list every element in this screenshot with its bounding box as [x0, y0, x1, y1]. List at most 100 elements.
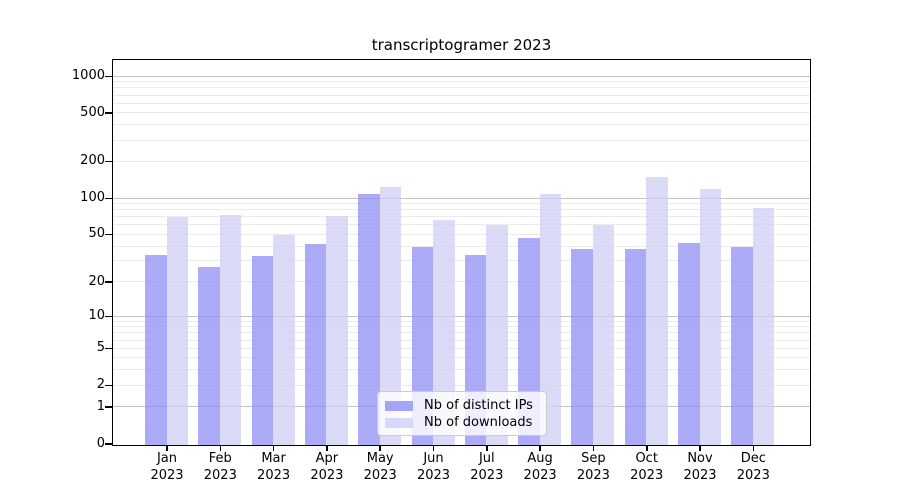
y-tick: [105, 197, 112, 199]
y-tick-label: 20: [88, 273, 105, 289]
y-tick-label: 1: [96, 398, 105, 414]
gridline-minor: [113, 339, 810, 341]
gridline-minor: [113, 209, 810, 211]
y-tick: [105, 160, 112, 163]
legend: Nb of distinct IPs Nb of downloads: [377, 391, 547, 436]
y-tick: [105, 315, 112, 317]
bar-distinct-ips: [198, 266, 220, 445]
gridline-minor: [113, 203, 810, 205]
y-tick-label: 1000: [71, 68, 105, 84]
bar-distinct-ips: [731, 246, 753, 445]
gridline-minor: [113, 94, 810, 96]
legend-entry-downloads: Nb of downloads: [385, 414, 538, 431]
gridline-minor: [113, 369, 810, 371]
x-tick-label: Oct 2023: [630, 451, 664, 483]
bar-distinct-ips: [145, 254, 167, 445]
y-tick: [105, 347, 112, 350]
x-tick: [699, 445, 701, 451]
gridline-minor: [113, 326, 810, 328]
legend-label-downloads: Nb of downloads: [424, 415, 533, 430]
x-tick-label: Dec 2023: [736, 451, 770, 483]
x-tick: [219, 445, 222, 451]
bar-distinct-ips: [571, 249, 593, 445]
x-tick: [592, 445, 595, 451]
gridline-minor: [113, 87, 810, 89]
bar-downloads: [646, 177, 668, 445]
x-tick-label: May 2023: [363, 451, 397, 483]
bar-downloads: [273, 234, 295, 445]
legend-label-distinct-ips: Nb of distinct IPs: [424, 398, 533, 413]
gridline-major: [113, 75, 810, 77]
bar-downloads: [592, 225, 615, 445]
bar-downloads: [752, 208, 775, 445]
x-tick: [272, 445, 275, 451]
x-tick: [486, 445, 488, 451]
gridline-minor: [113, 224, 810, 226]
y-tick-label: 100: [80, 190, 105, 205]
gridline-minor: [113, 233, 810, 235]
x-tick-label: Jul 2023: [470, 451, 504, 483]
gridline-minor: [113, 347, 810, 349]
legend-swatch-distinct-ips: [385, 400, 413, 411]
plot-area: [112, 59, 811, 446]
gridline-minor: [113, 384, 810, 386]
gridline-minor: [113, 102, 810, 104]
bar-downloads: [326, 215, 348, 445]
gridline-minor: [113, 160, 810, 162]
bar-distinct-ips: [678, 242, 700, 445]
x-tick-label: Aug 2023: [523, 451, 557, 483]
x-tick: [379, 445, 381, 451]
bar-downloads: [379, 186, 402, 445]
bar-downloads: [433, 220, 455, 445]
x-tick: [166, 445, 168, 451]
bar-downloads: [539, 193, 562, 445]
bar-distinct-ips: [358, 193, 380, 445]
bar-downloads: [166, 217, 188, 445]
x-tick-label: Mar 2023: [257, 451, 291, 483]
gridline-minor: [113, 139, 810, 141]
x-tick-label: Sep 2023: [576, 451, 610, 483]
bar-downloads: [486, 225, 508, 445]
x-tick: [752, 445, 754, 451]
gridline-minor: [113, 124, 810, 126]
y-tick-label: 50: [88, 226, 105, 242]
y-tick-label: 2: [96, 377, 105, 393]
y-tick: [105, 112, 112, 114]
bar-downloads: [699, 188, 721, 445]
y-tick-label: 0: [96, 435, 105, 451]
x-tick: [646, 445, 648, 451]
x-tick-label: Jan 2023: [150, 451, 184, 483]
x-tick: [326, 445, 328, 451]
y-tick: [105, 233, 112, 236]
gridline-minor: [113, 81, 810, 83]
y-tick-label: 5: [96, 340, 105, 356]
x-tick: [432, 445, 435, 451]
bar-distinct-ips: [624, 249, 647, 445]
y-tick: [105, 384, 112, 387]
x-tick-label: Jun 2023: [416, 451, 451, 483]
gridline-major: [113, 197, 810, 199]
legend-swatch-downloads: [385, 417, 413, 428]
y-tick: [105, 281, 112, 283]
gridline-minor: [113, 216, 810, 218]
gridline-minor: [113, 332, 810, 334]
x-tick-label: Apr 2023: [310, 451, 344, 483]
x-tick-label: Nov 2023: [683, 451, 717, 483]
gridline-minor: [113, 281, 810, 283]
y-tick-label: 200: [80, 153, 105, 169]
gridline-minor: [113, 320, 810, 322]
y-tick: [105, 406, 112, 408]
bar-distinct-ips: [304, 244, 327, 445]
chart-title: transcriptogramer 2023: [371, 36, 552, 54]
y-tick-label: 500: [80, 104, 105, 120]
y-tick: [105, 75, 112, 78]
x-tick-label: Feb 2023: [203, 451, 237, 483]
legend-entry-distinct-ips: Nb of distinct IPs: [385, 397, 538, 414]
gridline-minor: [113, 357, 810, 359]
bar-downloads: [219, 215, 242, 445]
bar-distinct-ips: [251, 256, 274, 445]
x-tick: [539, 445, 541, 451]
gridline-minor: [113, 260, 810, 262]
y-tick-label: 10: [88, 308, 105, 323]
